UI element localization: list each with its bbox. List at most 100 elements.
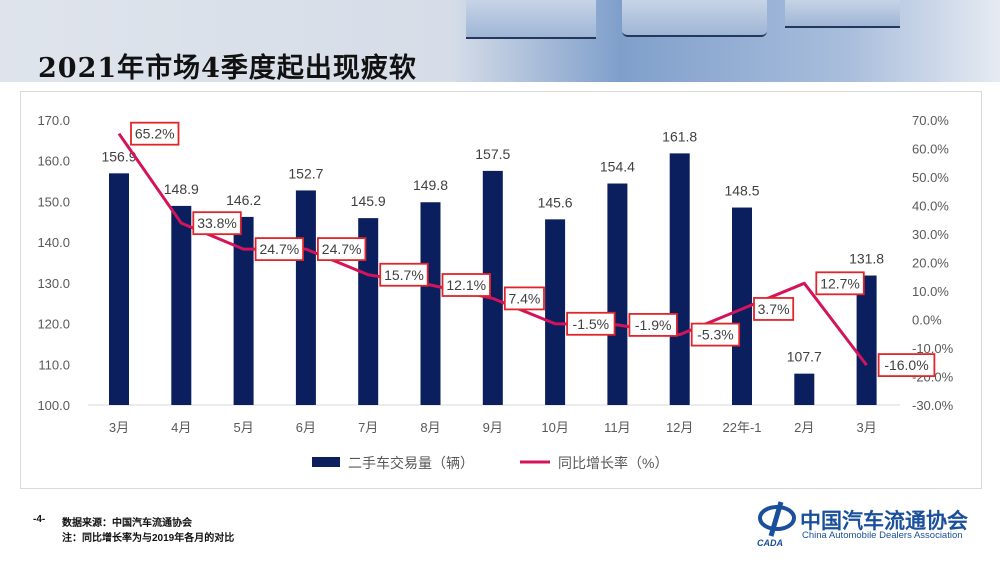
line-data-label: 12.7% [820,275,860,291]
bar [171,205,192,405]
line-data-label: 65.2% [135,126,175,142]
cada-logo-icon: CADA [757,501,796,548]
bar [109,173,129,405]
left-axis-tick: 100.0 [37,398,70,413]
line-data-label: -16.0% [884,357,928,373]
bar [545,219,566,405]
line-label-box [566,311,616,336]
bar-data-label: 157.5 [475,146,510,162]
line-label-box [815,271,865,296]
bar-data-label: 107.7 [787,349,822,365]
x-axis-tick: 11月 [604,420,631,435]
right-axis-tick: 60.0% [912,142,949,157]
right-axis-tick: -30.0% [912,398,954,413]
bar-data-label: 154.4 [600,159,635,175]
logo-name-cn: 中国汽车流通协会 [800,508,968,533]
line-data-label: 3.7% [758,301,790,317]
bar-data-label: 145.6 [538,194,573,210]
bar-data-label: 146.2 [226,192,261,208]
bar-data-label: 131.8 [849,251,884,267]
x-axis-tick: 3月 [109,420,129,435]
x-axis-tick: 3月 [856,420,876,435]
line-label-box [316,237,367,262]
line-label-box [503,286,545,311]
right-axis-tick: 0.0% [912,313,942,328]
comparison-note: 注：同比增长率为与2019年各月的对比 [62,533,235,544]
x-axis-tick: 4月 [171,420,191,435]
left-axis-tick: 160.0 [37,154,70,169]
right-axis-tick: 10.0% [912,284,949,299]
x-axis-tick: 2月 [794,420,814,435]
bar [233,216,254,405]
logo-abbr: CADA [757,538,783,548]
left-axis-tick: 170.0 [37,113,70,128]
bar-data-label: 152.7 [288,165,323,181]
right-axis-tick: 30.0% [912,227,949,242]
growth-rate-line [117,132,868,367]
line-data-label: -1.5% [573,316,610,332]
right-axis-tick: 70.0% [912,113,949,128]
legend-line-label: 同比增长率（%） [558,455,668,471]
logo-name-en: China Automobile Dealers Association [802,530,963,541]
x-axis-tick: 7月 [358,420,378,435]
line-label-box [379,262,429,287]
bar [295,190,316,405]
right-axis-tick: -10.0% [912,341,954,356]
x-axis-tick: 10月 [541,420,568,435]
bar [732,207,752,405]
bar [358,218,379,405]
line-label-box [441,273,491,297]
line-data-label: 24.7% [259,241,299,257]
bar [482,170,503,405]
decorative-cube [466,0,596,39]
line-data-label: 33.8% [197,215,237,231]
bar [420,202,441,405]
left-axis-tick: 150.0 [37,194,70,209]
right-axis-tick: 50.0% [912,170,949,185]
left-axis-tick: 140.0 [37,235,70,250]
x-axis-tick: 5月 [233,420,253,435]
bar [856,275,877,405]
x-axis-tick: 12月 [666,420,693,435]
line-label-box [877,353,936,378]
bar-data-label: 148.5 [724,183,759,199]
chart-frame [20,91,982,489]
line-label-box [690,322,741,347]
x-axis-tick: 8月 [420,420,440,435]
slide-title: 2021年市场4季度起出现疲软 [38,53,417,84]
bar [669,153,690,405]
line-label-box [753,297,795,321]
line-label-box [192,211,242,236]
x-axis-tick: 22年-1 [722,420,761,435]
left-axis-tick: 110.0 [38,357,70,372]
left-axis-tick: 120.0 [37,317,70,332]
page-number: -4- [33,514,46,525]
header-banner: 2021年市场4季度起出现疲软 [0,0,1000,84]
line-data-label: -5.3% [697,327,734,343]
line-label-box [130,121,180,146]
line-data-label: -1.9% [635,317,672,333]
line-data-label: 12.1% [446,277,486,293]
right-axis-tick: 20.0% [912,256,949,271]
decorative-cube [785,0,900,28]
right-axis-tick: 40.0% [912,199,949,214]
x-axis-tick: 9月 [483,420,503,435]
bar-data-label: 145.9 [351,193,386,209]
legend-bar-swatch [312,457,340,467]
source-note: 数据来源：中国汽车流通协会 [62,518,192,529]
x-axis-tick: 6月 [296,420,316,435]
bar-data-label: 161.8 [662,128,697,144]
left-axis-tick: 130.0 [37,276,70,291]
bar-data-label: 156.9 [101,148,136,164]
line-data-label: 15.7% [384,267,424,283]
line-data-label: 7.4% [508,290,540,306]
bar-data-label: 149.8 [413,177,448,193]
legend-bar-label: 二手车交易量（辆） [348,455,474,471]
line-label-box [628,313,678,337]
line-label-box [254,237,305,262]
bar [607,183,628,405]
bar-data-label: 148.9 [164,181,199,197]
line-data-label: 24.7% [322,241,362,257]
bar [794,373,815,405]
